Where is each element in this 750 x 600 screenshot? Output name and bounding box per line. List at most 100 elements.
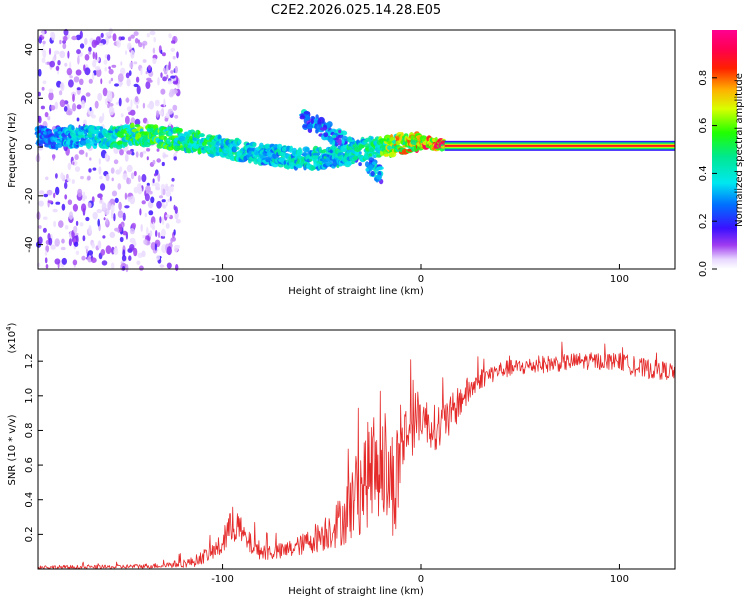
spectrogram-cell	[95, 52, 98, 61]
spectrogram-cell	[175, 264, 179, 271]
spectrogram-cell	[39, 190, 45, 195]
spectrogram-cell	[136, 85, 141, 95]
spectrogram-cell	[81, 203, 87, 212]
spectrogram-cell	[101, 202, 107, 211]
spectrogram-cell	[38, 115, 42, 124]
spectrogram-cell	[131, 222, 137, 229]
colorbar-tick-label: 0.0	[698, 261, 709, 277]
spectrogram-cell	[303, 111, 310, 115]
spectrogram-cell	[98, 199, 104, 204]
spectrogram-cell	[81, 255, 86, 261]
spectrogram-cell	[113, 159, 119, 165]
spectrogram-cell	[124, 192, 128, 200]
spectrogram-cell	[87, 202, 92, 209]
spectrogram-cell	[152, 57, 157, 65]
spectrogram-xlabel: Height of straight line (km)	[288, 286, 424, 297]
spectrogram-cell	[58, 220, 64, 228]
spectrogram-cell	[45, 176, 49, 181]
spectrogram-cell	[72, 203, 78, 212]
spectrogram-cell	[92, 72, 95, 80]
spectrogram-cell	[57, 60, 61, 66]
spectrogram-cell	[110, 77, 114, 82]
spectrogram-cell	[302, 124, 309, 128]
spectrogram-cell	[117, 210, 124, 219]
spectrogram-panel: -100 0 100 -40 -20 0 20 40 Height of straight l…	[7, 27, 676, 297]
spectrogram-cell	[440, 140, 446, 144]
spectrogram-cell	[48, 88, 54, 94]
spectrogram-cell	[358, 144, 365, 149]
spectrogram-cell	[61, 257, 67, 265]
spectrogram-cell	[340, 145, 348, 152]
spectrogram-cell	[60, 172, 64, 180]
spectrogram-cell	[122, 212, 126, 221]
spectrogram-cell	[73, 76, 80, 83]
spectrogram-cell	[116, 39, 121, 48]
spectrogram-cell	[144, 193, 150, 202]
spectrogram-cell	[170, 70, 174, 74]
spectrogram-cell	[95, 36, 101, 45]
spectrogram-cell	[148, 79, 153, 83]
spectrogram-cell	[157, 173, 161, 182]
spectrogram-cell	[158, 195, 164, 199]
spectrogram-cell	[155, 186, 161, 191]
spectrogram-cell	[91, 114, 96, 119]
spectrogram-cell	[317, 118, 322, 126]
spectrogram-cell	[302, 151, 308, 158]
spectrogram-cell	[62, 43, 67, 50]
spectrogram-cell	[97, 218, 100, 227]
spectrogram-cell	[76, 49, 81, 55]
spectrogram-cell	[173, 244, 179, 253]
snr-multiplier: (x104)	[5, 322, 18, 353]
spectrogram-cell	[91, 133, 95, 137]
spectrogram-cell	[304, 114, 311, 121]
spectrogram-cell	[252, 142, 257, 148]
spectrogram-cell	[126, 106, 132, 112]
spectrogram-cell	[42, 227, 47, 233]
spectrogram-cell	[55, 173, 58, 179]
spectrogram-cell	[134, 38, 139, 44]
spectrogram-cell	[41, 86, 45, 91]
colorbar: 0.0 0.2 0.4 0.6 0.8 Normalized spectral ampl…	[698, 30, 745, 277]
spectrogram-cell	[111, 177, 114, 182]
spectrogram-cell	[107, 201, 112, 211]
spectrogram-cell	[101, 260, 108, 266]
spectrogram-xtick-label: 0	[418, 274, 424, 285]
spectrogram-cell	[125, 97, 130, 103]
spectrogram-cell	[259, 142, 264, 148]
spectrogram-cell	[100, 249, 106, 256]
spectrogram-cell	[71, 179, 75, 184]
spectrogram-cell	[44, 250, 48, 256]
spectrogram-cell	[45, 264, 49, 269]
spectrogram-cell	[76, 87, 81, 91]
spectrogram-cell	[114, 227, 120, 232]
spectrogram-cell	[130, 99, 133, 108]
spectrogram-cell	[337, 138, 342, 146]
spectrogram-cell	[109, 231, 116, 238]
spectrogram-cell	[148, 210, 154, 216]
spectrogram-cell	[72, 161, 75, 165]
spectrogram-cell	[111, 64, 117, 68]
spectrogram-cell	[265, 156, 273, 162]
spectrogram-cell	[168, 122, 172, 127]
spectrogram-cell	[152, 159, 156, 165]
spectrogram-cell	[106, 54, 111, 61]
spectrogram-cell	[68, 211, 74, 220]
colorbar-tick-label: 0.4	[698, 165, 709, 181]
spectrogram-cell	[105, 32, 112, 37]
snr-series-line	[37, 341, 675, 570]
spectrogram-cell	[168, 33, 172, 39]
colorbar-label: Normalized spectral amplitude	[734, 73, 745, 227]
spectrogram-cell	[63, 181, 68, 190]
spectrogram-cell	[74, 154, 79, 161]
svg-text:(x104): (x104)	[5, 322, 18, 353]
spectrogram-cell	[172, 55, 176, 60]
spectrogram-cell	[120, 61, 123, 66]
spectrogram-cell	[122, 173, 128, 181]
spectrogram-cell	[119, 166, 123, 173]
spectrogram-cell	[130, 49, 135, 59]
spectrogram-cell	[304, 147, 310, 152]
spectrogram-cell	[129, 244, 135, 251]
spectrogram-cell	[134, 118, 141, 126]
colorbar-tick-label: 0.6	[698, 118, 709, 134]
spectrogram-cell	[161, 161, 165, 167]
